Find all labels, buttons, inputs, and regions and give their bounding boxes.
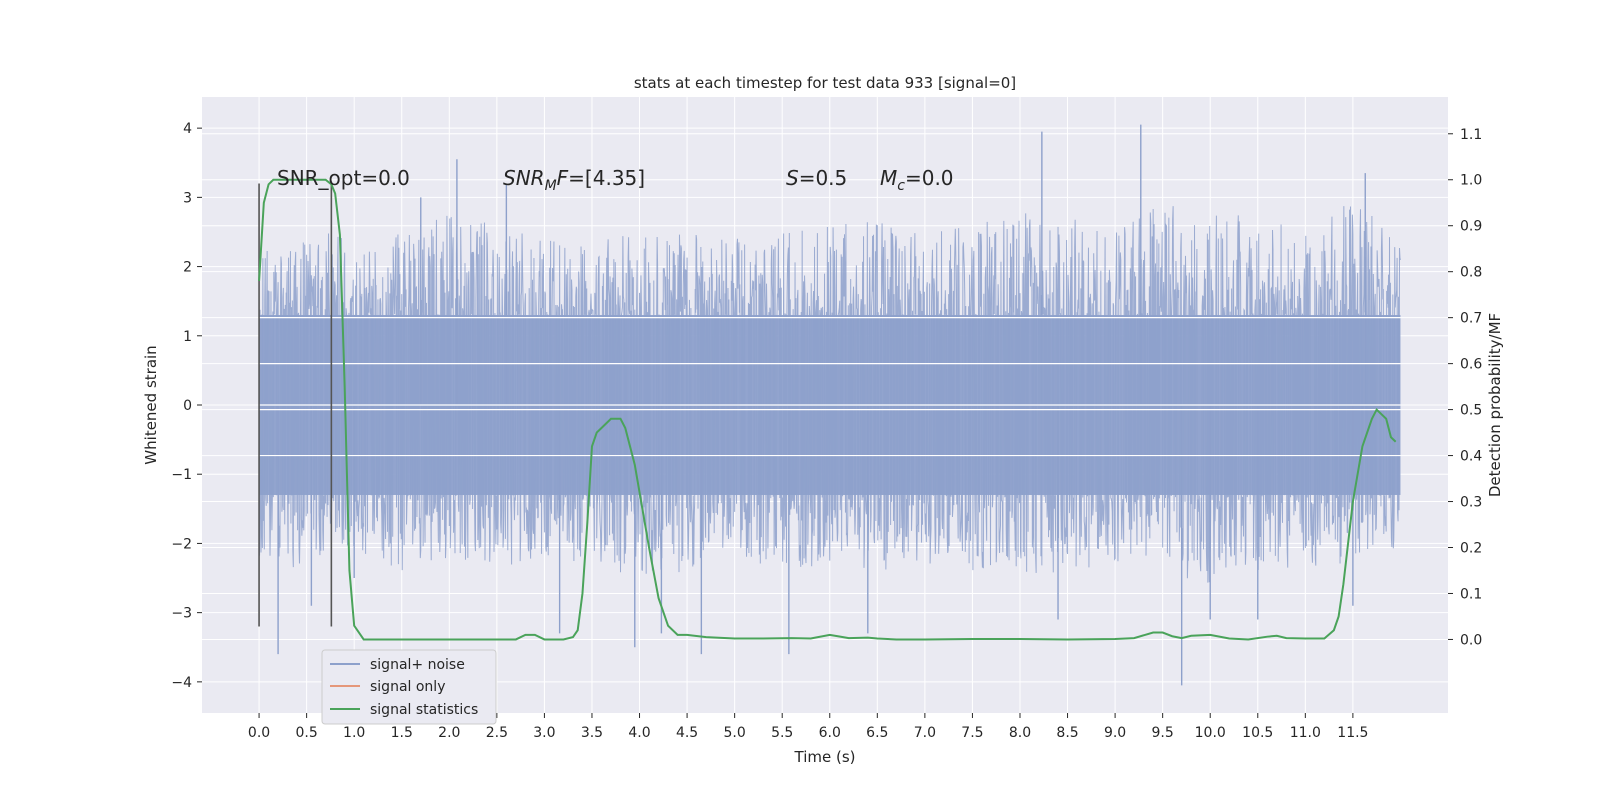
y-axis-label: Whitened strain — [142, 345, 160, 464]
x-tick-label-2: 1.0 — [343, 725, 365, 741]
legend-box — [321, 649, 497, 725]
x-tick-label-10: 5.0 — [724, 725, 746, 741]
y2-tick-label-5: 0.6 — [1460, 357, 1482, 373]
snr-mf-f: F — [557, 166, 569, 190]
legend-label-signal-only: signal only — [370, 679, 445, 695]
y2-tick-label-7: 0.4 — [1460, 449, 1482, 465]
annotation-snr-opt: SNR_opt=0.0 — [277, 166, 410, 190]
y2-tick-label-6: 0.5 — [1460, 403, 1482, 419]
chart-title: stats at each timestep for test data 933… — [634, 74, 1016, 92]
mc-rest: =0.0 — [905, 166, 954, 190]
snr-mf-sub: M — [545, 178, 557, 194]
x-tick-label-13: 6.5 — [866, 725, 888, 741]
x-tick-label-20: 10.0 — [1195, 725, 1226, 741]
y-tick-label-7: −3 — [171, 606, 192, 622]
y-tick-label-1: 3 — [183, 190, 192, 206]
annotation-mc: Mc=0.0 — [880, 166, 954, 194]
x-tick-label-6: 3.0 — [533, 725, 555, 741]
x-tick-label-17: 8.5 — [1056, 725, 1078, 741]
snr-mf-main: SNR — [503, 166, 545, 190]
x-tick-label-19: 9.5 — [1152, 725, 1174, 741]
y-tick-label-5: −1 — [171, 467, 192, 483]
y2-tick-label-9: 0.2 — [1460, 541, 1482, 557]
y2-tick-label-10: 0.1 — [1460, 586, 1482, 602]
annotation-s: S=0.5 — [786, 166, 847, 190]
mc-sub: c — [897, 178, 905, 194]
legend-label-signal-noise: signal+ noise — [370, 657, 465, 673]
y2-tick-label-2: 0.9 — [1460, 219, 1482, 235]
y2-tick-label-8: 0.3 — [1460, 495, 1482, 511]
x-tick-label-1: 0.5 — [295, 725, 317, 741]
y-tick-label-6: −2 — [171, 536, 192, 552]
legend-label-signal-statistics: signal statistics — [370, 702, 478, 718]
y-tick-label-4: 0 — [183, 398, 192, 414]
x-tick-label-21: 10.5 — [1242, 725, 1273, 741]
x-tick-label-18: 9.0 — [1104, 725, 1126, 741]
x-tick-label-9: 4.5 — [676, 725, 698, 741]
x-tick-label-14: 7.0 — [914, 725, 936, 741]
y2-tick-label-4: 0.7 — [1460, 311, 1482, 327]
y2-tick-label-0: 1.1 — [1460, 127, 1482, 143]
s-rest: =0.5 — [799, 166, 848, 190]
y-ticks: 4 3 2 1 0 −1 −2 −3 −4 — [171, 121, 202, 691]
x-tick-label-5: 2.5 — [486, 725, 508, 741]
x-tick-label-4: 2.0 — [438, 725, 460, 741]
x-tick-label-0: 0.0 — [248, 725, 270, 741]
series-signal-statistics — [258, 178, 1397, 641]
y2-tick-label-11: 0.0 — [1460, 632, 1482, 648]
x-ticks: 0.0 0.5 1.0 1.5 2.0 2.5 3.0 3.5 4.0 4.5 5.0 5.5 6.0 6… — [248, 713, 1368, 741]
y-tick-label-8: −4 — [171, 675, 192, 691]
y-tick-label-0: 4 — [183, 121, 192, 137]
snr-mf-rest: =[4.35] — [568, 166, 645, 190]
y2-axis-label: Detection probability/MF — [1486, 313, 1504, 497]
x-tick-label-11: 5.5 — [771, 725, 793, 741]
y2-ticks: 1.1 1.0 0.9 0.8 0.7 0.6 0.5 0.4 0.3 0.2 0.1 0.0 — [1448, 127, 1482, 648]
x-tick-label-8: 4.0 — [628, 725, 650, 741]
x-tick-label-22: 11.0 — [1290, 725, 1321, 741]
x-axis-label: Time (s) — [794, 748, 856, 766]
x-tick-label-16: 8.0 — [1009, 725, 1031, 741]
x-tick-label-15: 7.5 — [961, 725, 983, 741]
annotation-snr-mf: SNRMF=[4.35] — [503, 166, 645, 194]
y2-tick-label-3: 0.8 — [1460, 265, 1482, 281]
x-tick-label-3: 1.5 — [391, 725, 413, 741]
series-signal-noise — [258, 124, 1401, 686]
x-tick-label-12: 6.0 — [819, 725, 841, 741]
s-main: S — [786, 166, 799, 190]
mc-main: M — [880, 166, 897, 190]
vertical-markers — [258, 183, 333, 627]
y-tick-label-3: 1 — [183, 329, 192, 345]
y-tick-label-2: 2 — [183, 260, 192, 276]
x-tick-label-23: 11.5 — [1337, 725, 1368, 741]
statistics-line — [258, 178, 1397, 641]
x-tick-label-7: 3.5 — [581, 725, 603, 741]
y2-tick-label-1: 1.0 — [1460, 173, 1482, 189]
legend: signal+ noise signal only signal statist… — [321, 649, 497, 725]
